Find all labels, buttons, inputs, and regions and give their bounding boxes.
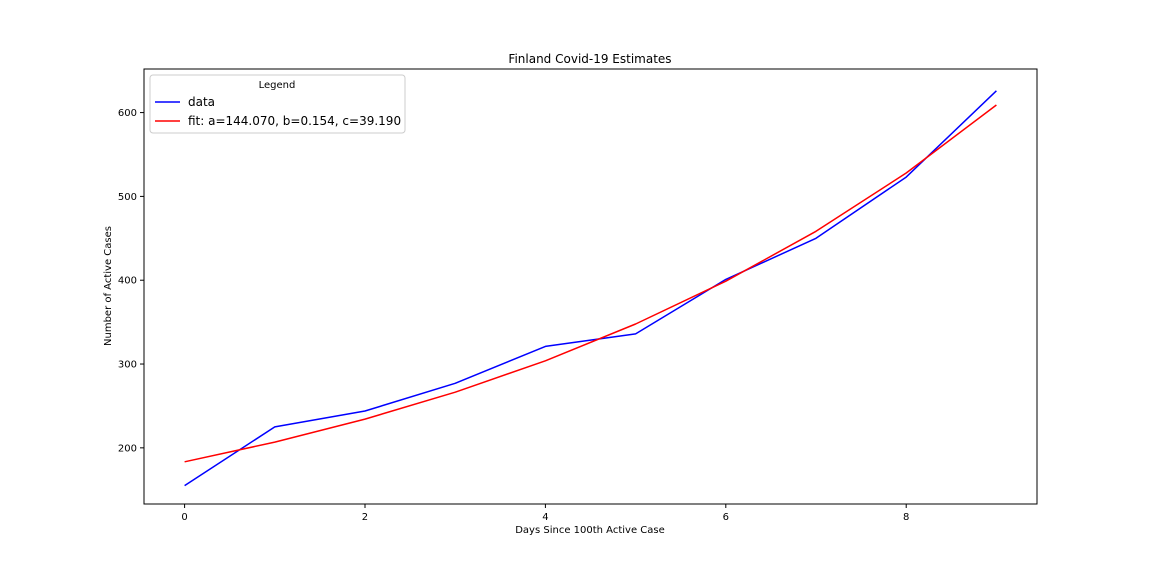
x-tick-label: 4 (542, 512, 548, 523)
x-tick-label: 8 (903, 512, 909, 523)
legend-title: Legend (259, 80, 296, 91)
series-line-data (184, 90, 997, 487)
y-tick-label: 200 (118, 443, 137, 454)
legend-box (149, 74, 406, 134)
y-axis-label: Number of Active Cases (103, 226, 114, 346)
y-tick-label: 600 (118, 108, 137, 119)
y-tick-label: 400 (118, 276, 137, 287)
legend: Legend data fit: a=144.070, b=0.154, c=3… (149, 74, 406, 134)
y-axis-ticks: 200 300 400 500 600 (118, 108, 144, 454)
y-tick-label: 500 (118, 192, 137, 203)
chart-title: Finland Covid-19 Estimates (508, 52, 671, 66)
legend-label-data: data (188, 95, 215, 109)
y-tick-label: 300 (118, 360, 137, 371)
legend-label-fit: fit: a=144.070, b=0.154, c=39.190 (188, 114, 401, 128)
x-tick-label: 6 (723, 512, 729, 523)
series-line-fit (184, 104, 997, 463)
x-axis-ticks: 0 2 4 6 8 (181, 504, 909, 523)
x-axis-label: Days Since 100th Active Case (515, 525, 665, 536)
series-layer (184, 90, 997, 487)
axes-frame (143, 68, 1038, 505)
x-tick-label: 2 (362, 512, 368, 523)
plot-area (143, 68, 1038, 505)
x-tick-label: 0 (181, 512, 187, 523)
